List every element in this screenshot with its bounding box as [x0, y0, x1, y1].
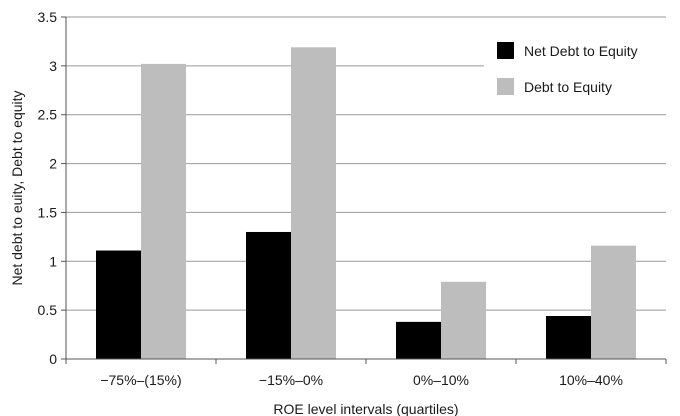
y-tick-label: 2.5 — [38, 107, 58, 123]
x-tick-label: −75%–(15%) — [100, 372, 181, 388]
y-tick-label: 2 — [49, 156, 57, 172]
bar-debt-to-equity — [591, 245, 636, 359]
bar-debt-to-equity — [141, 63, 186, 359]
legend-label: Net Debt to Equity — [524, 43, 638, 59]
legend-background — [484, 34, 666, 104]
y-tick-label: 0.5 — [38, 302, 58, 318]
y-tick-label: 1.5 — [38, 204, 58, 220]
bar-net-debt-to-equity — [246, 231, 291, 359]
bars — [96, 47, 636, 359]
legend-swatch — [497, 42, 514, 59]
x-axis-label: ROE level intervals (quartiles) — [273, 401, 458, 416]
bar-net-debt-to-equity — [96, 250, 141, 359]
x-tick-label: 0%–10% — [413, 372, 469, 388]
y-tick-label: 3.5 — [38, 9, 58, 25]
x-tick-label: 10%–40% — [559, 372, 623, 388]
y-tick-labels: 0 0.5 1 1.5 2 2.5 3 3.5 — [38, 9, 58, 367]
bar-net-debt-to-equity — [546, 316, 591, 359]
legend-label: Debt to Equity — [524, 79, 612, 95]
bar-net-debt-to-equity — [396, 321, 441, 359]
x-tick-labels: −75%–(15%) −15%–0% 0%–10% 10%–40% — [100, 372, 623, 388]
y-tick-label: 3 — [49, 58, 57, 74]
bar-debt-to-equity — [291, 47, 336, 359]
y-tick-label: 0 — [49, 351, 57, 367]
legend-swatch — [497, 78, 514, 95]
x-tick-label: −15%–0% — [259, 372, 323, 388]
legend: Net Debt to Equity Debt to Equity — [484, 34, 666, 104]
y-tick-label: 1 — [49, 253, 57, 269]
bar-debt-to-equity — [441, 281, 486, 359]
y-axis-label: Net debt to euity, Debt to equity — [9, 90, 25, 285]
axes — [61, 16, 667, 364]
